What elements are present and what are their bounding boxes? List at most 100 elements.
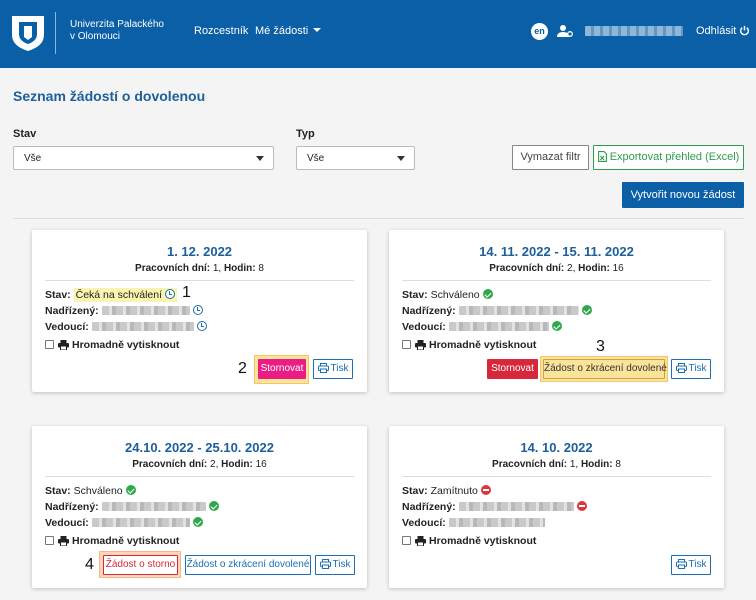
- clock-icon: [192, 305, 203, 315]
- filter-typ-select[interactable]: Vše: [296, 146, 415, 170]
- card-date: 24.10. 2022 - 25.10. 2022: [125, 440, 274, 455]
- divider: [13, 218, 744, 219]
- working-days-value: 1: [569, 459, 576, 470]
- shorten-leave-request-button[interactable]: Žádost o zkrácení dovolené: [543, 359, 667, 379]
- tisk-label: Tisk: [330, 363, 349, 374]
- filter-stav-select[interactable]: Vše: [13, 146, 274, 170]
- create-request-button[interactable]: Vytvořit novou žádost: [622, 182, 744, 208]
- card-date: 1. 12. 2022: [166, 244, 233, 259]
- university-name-line2: v Olomouci: [70, 31, 121, 42]
- status-label: Stav:: [402, 289, 428, 301]
- card-separator: [45, 476, 354, 477]
- card-date: 14. 10. 2022: [520, 440, 593, 455]
- status-row: Stav: Schváleno: [402, 289, 493, 301]
- status-label: Stav:: [402, 485, 428, 497]
- printer-icon: [319, 559, 331, 569]
- card-separator: [402, 476, 711, 477]
- manager-name-redacted: [91, 518, 190, 527]
- stornovat-button[interactable]: Stornovat: [487, 359, 538, 379]
- annotation-number: 3: [596, 338, 605, 355]
- status-highlight: Čeká na schválení: [73, 288, 177, 302]
- hours-label: Hodin:: [578, 263, 610, 274]
- status-value: Zamítnuto: [430, 485, 478, 497]
- user-settings-icon[interactable]: [557, 24, 573, 38]
- bulk-print-checkbox[interactable]: [402, 536, 411, 545]
- stornovat-button[interactable]: Stornovat: [258, 359, 306, 379]
- supervisor-row: Nadřízený:: [402, 501, 587, 513]
- filter-stav-value: Vše: [24, 153, 42, 164]
- bulk-print-label: Hromadně vytisknout: [72, 535, 180, 547]
- bulk-print-row[interactable]: Hromadně vytisknout: [402, 535, 536, 547]
- card-date: 14. 11. 2022 - 15. 11. 2022: [479, 244, 634, 259]
- status-row: Stav: Čeká na schválení: [45, 288, 177, 302]
- printer-icon: [317, 363, 329, 373]
- logo-divider: [55, 12, 56, 54]
- bulk-print-checkbox[interactable]: [45, 340, 54, 349]
- annotation-number: 4: [85, 556, 94, 573]
- check-circle-icon: [125, 485, 136, 495]
- card-summary: Pracovních dní: 2, Hodin: 16: [489, 263, 624, 274]
- university-logo-icon[interactable]: [10, 13, 46, 53]
- language-switch[interactable]: en: [531, 23, 548, 40]
- bulk-print-checkbox[interactable]: [402, 340, 411, 349]
- printer-icon: [415, 340, 426, 350]
- printer-icon: [415, 536, 426, 546]
- hours-label: Hodin:: [580, 459, 613, 470]
- manager-name-redacted: [448, 322, 549, 331]
- bulk-print-row[interactable]: Hromadně vytisknout: [45, 339, 179, 351]
- tisk-label: Tisk: [688, 559, 707, 570]
- check-circle-icon: [192, 517, 203, 527]
- manager-row: Vedoucí:: [45, 517, 203, 529]
- export-excel-label: Exportovat přehled (Excel): [609, 151, 740, 163]
- working-days-value: 1: [212, 263, 219, 274]
- hours-value: 8: [258, 263, 264, 274]
- working-days-label: Pracovních dní:: [489, 263, 565, 274]
- check-circle-icon: [208, 501, 219, 511]
- check-circle-icon: [551, 321, 562, 331]
- supervisor-row: Nadřízený:: [45, 305, 203, 317]
- clear-filter-button[interactable]: Vymazat filtr: [512, 145, 589, 170]
- bulk-print-row[interactable]: Hromadně vytisknout: [402, 339, 536, 351]
- supervisor-name-redacted: [458, 502, 574, 511]
- working-days-label: Pracovních dní:: [132, 459, 208, 470]
- logout-link[interactable]: Odhlásit: [696, 25, 750, 37]
- bulk-print-row[interactable]: Hromadně vytisknout: [45, 535, 179, 547]
- working-days-value: 2: [210, 459, 216, 470]
- working-days-label: Pracovních dní:: [135, 263, 211, 274]
- printer-icon: [675, 363, 687, 373]
- university-name-line1: Univerzita Palackého: [70, 19, 164, 30]
- filter-stav-label: Stav: [13, 128, 37, 140]
- request-card: 14. 10. 2022 Pracovních dní: 1, Hodin: 8…: [389, 426, 724, 588]
- logout-label: Odhlásit: [696, 25, 737, 37]
- working-days-value: 2: [567, 263, 573, 274]
- nav-moje-zadosti[interactable]: Mé žádosti: [255, 25, 322, 37]
- tisk-button[interactable]: Tisk: [671, 555, 711, 575]
- status-label: Stav:: [45, 289, 71, 301]
- bulk-print-checkbox[interactable]: [45, 536, 54, 545]
- supervisor-name-redacted: [458, 306, 579, 315]
- tisk-button[interactable]: Tisk: [313, 359, 353, 379]
- university-name: Univerzita Palackého v Olomouci: [70, 19, 164, 43]
- manager-label: Vedoucí:: [402, 517, 446, 529]
- chevron-down-icon: [313, 28, 322, 32]
- manager-row: Vedoucí:: [402, 321, 562, 333]
- minus-circle-icon: [576, 501, 587, 511]
- card-summary: Pracovních dní: 1, Hodin: 8: [492, 459, 621, 470]
- chevron-down-icon: [256, 156, 264, 161]
- manager-row: Vedoucí:: [45, 321, 207, 333]
- clock-icon: [196, 321, 207, 331]
- nav-rozcestnik[interactable]: Rozcestník: [194, 25, 249, 37]
- chevron-down-icon: [397, 156, 405, 161]
- tisk-button[interactable]: Tisk: [671, 359, 711, 379]
- printer-icon: [675, 559, 687, 569]
- supervisor-label: Nadřízený:: [402, 305, 456, 317]
- working-days-label: Pracovních dní:: [492, 459, 568, 470]
- check-circle-icon: [581, 305, 592, 315]
- export-excel-button[interactable]: Exportovat přehled (Excel): [593, 145, 744, 170]
- storno-request-button[interactable]: Žádost o storno: [103, 555, 178, 575]
- supervisor-label: Nadřízený:: [402, 501, 456, 513]
- shorten-leave-request-button[interactable]: Žádost o zkrácení dovolené: [185, 555, 311, 575]
- tisk-label: Tisk: [332, 559, 351, 570]
- power-icon: [740, 25, 750, 36]
- tisk-button[interactable]: Tisk: [315, 555, 355, 575]
